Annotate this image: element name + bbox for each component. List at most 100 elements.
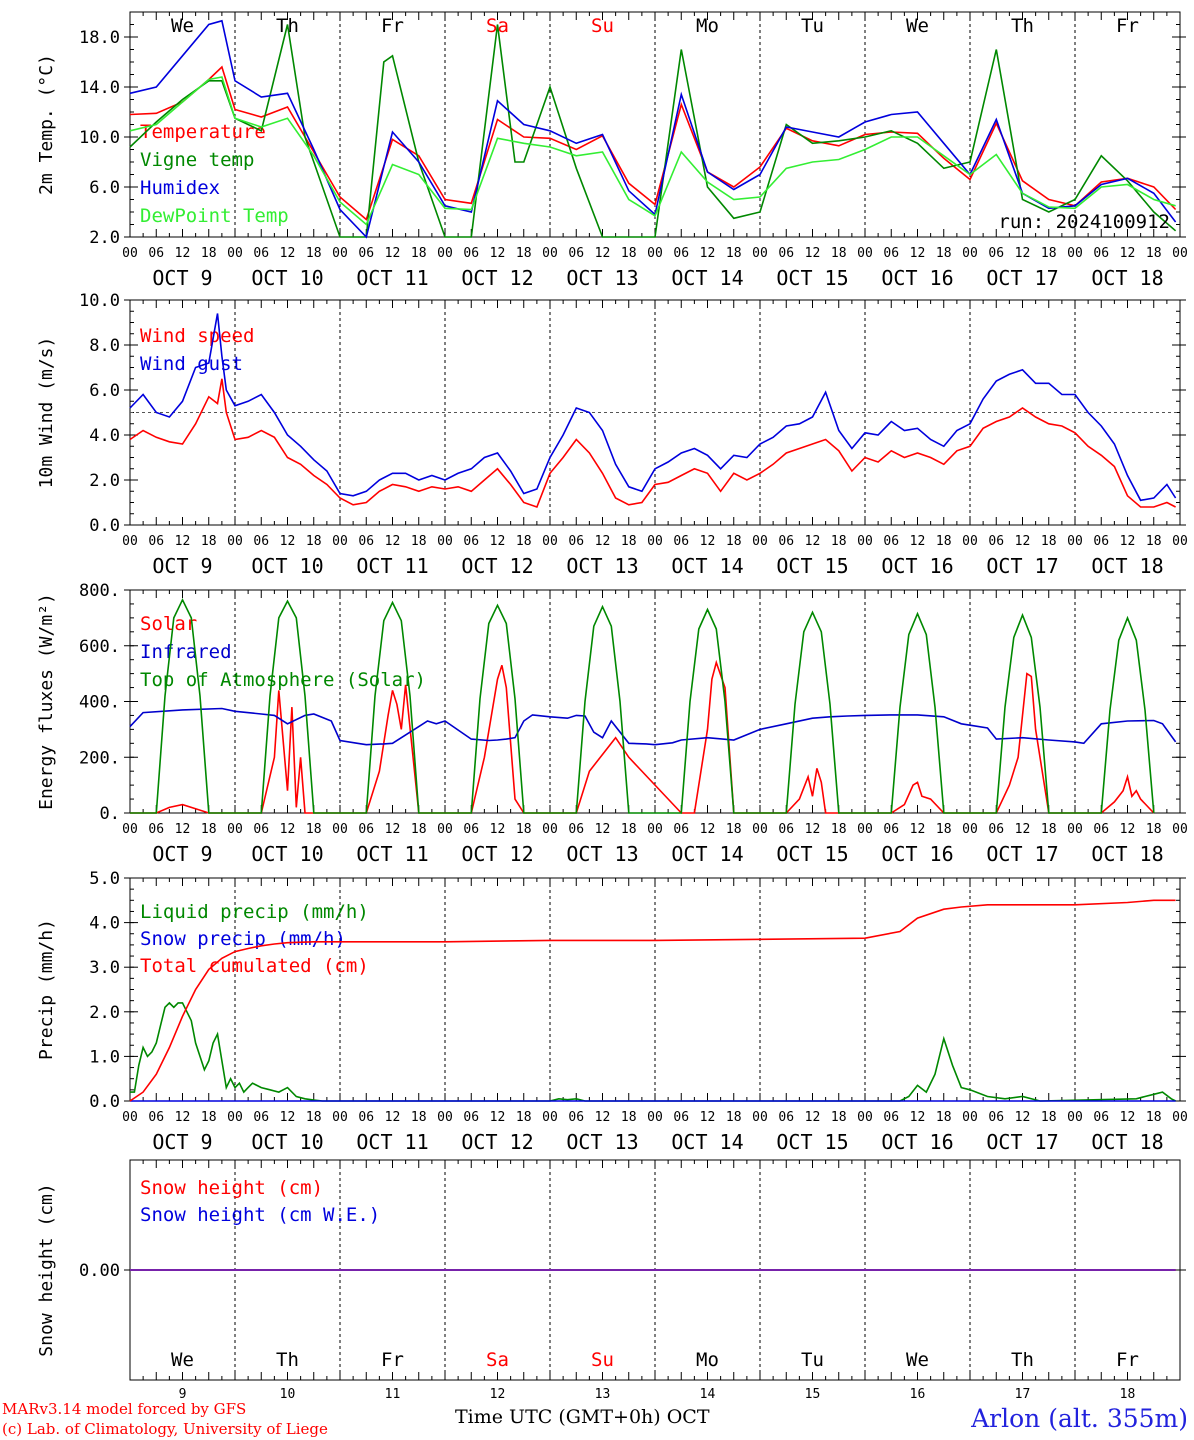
panel2-hour-tick-label: 06: [463, 534, 479, 549]
panel4-hour-tick-label: 12: [805, 1110, 821, 1125]
panel4-y-tick-label: 3.0: [89, 958, 120, 978]
panel3-hour-tick-label: 06: [778, 822, 794, 837]
panel1-day-abbrev: Fr: [1116, 15, 1139, 37]
panel2-date-label: OCT 18: [1091, 554, 1163, 578]
panel1-hour-tick-label: 18: [726, 246, 742, 261]
panel2-y-tick-label: 8.0: [89, 336, 120, 356]
panel4-date-label: OCT 18: [1091, 1130, 1163, 1154]
panel3-hour-tick-label: 18: [726, 822, 742, 837]
panel1-day-abbrev: Mo: [696, 15, 719, 37]
panel3-hour-tick-label: 12: [910, 822, 926, 837]
panel5-day-abbrev: Su: [591, 1349, 614, 1371]
panel3-y-tick-label: 400.: [79, 693, 120, 713]
panel2-hour-tick-label: 00: [122, 534, 138, 549]
panel2-series-wind-speed: [129, 378, 1176, 509]
panel2-hour-tick-label: 12: [805, 534, 821, 549]
panel3-hour-tick-label: 06: [358, 822, 374, 837]
panel2-date-label: OCT 12: [461, 554, 533, 578]
panel4-hour-tick-label: 00: [1172, 1110, 1188, 1125]
panel4-hour-tick-label: 12: [910, 1110, 926, 1125]
panel4-hour-tick-label: 12: [280, 1110, 296, 1125]
panel1-y-tick-label: 6.0: [89, 178, 120, 198]
panel5-day-abbrev: Th: [1011, 1349, 1034, 1371]
panel4-hour-tick-label: 06: [673, 1110, 689, 1125]
panel3-hour-tick-label: 12: [595, 822, 611, 837]
panel1-hour-tick-label: 06: [778, 246, 794, 261]
panel5-y-axis-title: Snow height (cm): [36, 1183, 57, 1356]
panel1-hour-tick-label: 18: [201, 246, 217, 261]
panel5-legend-snow-height-cm-: Snow height (cm): [140, 1177, 323, 1199]
panel5-day-number: 11: [385, 1387, 401, 1402]
panel2-hour-tick-label: 00: [647, 534, 663, 549]
panel1-y-tick-label: 18.0: [79, 28, 120, 48]
panel2-date-label: OCT 9: [152, 554, 212, 578]
panel1-day-abbrev: We: [906, 15, 929, 37]
panel1-hour-tick-label: 12: [490, 246, 506, 261]
panel1-y-tick-label: 10.0: [79, 128, 120, 148]
panel1-series-humidex: [129, 19, 1177, 239]
panel2-hour-tick-label: 12: [385, 534, 401, 549]
panel3-hour-tick-label: 18: [516, 822, 532, 837]
panel2-hour-tick-label: 06: [568, 534, 584, 549]
panel5-day-number: 13: [595, 1387, 611, 1402]
panel5-day-abbrev: Th: [276, 1349, 299, 1371]
panel4-hour-tick-label: 06: [358, 1110, 374, 1125]
panel4-hour-tick-label: 00: [1067, 1110, 1083, 1125]
panel1-hour-tick-label: 18: [1041, 246, 1057, 261]
panel1-hour-tick-label: 18: [411, 246, 427, 261]
panel1-y-axis-title: 2m Temp. (°C): [36, 54, 57, 195]
panel1-hour-tick-label: 18: [1146, 246, 1162, 261]
panel4-hour-tick-label: 00: [227, 1110, 243, 1125]
panel4-y-tick-label: 4.0: [89, 914, 120, 934]
panel3-date-label: OCT 14: [671, 842, 743, 866]
panel3-series-top-of-atmosphere-solar-: [130, 597, 1155, 814]
panel5-day-abbrev: Fr: [381, 1349, 404, 1371]
panel4-hour-tick-label: 06: [988, 1110, 1004, 1125]
panel1-hour-tick-label: 12: [700, 246, 716, 261]
panel4-hour-tick-label: 06: [253, 1110, 269, 1125]
panel5-day-abbrev: Tu: [801, 1349, 824, 1371]
panel3-hour-tick-label: 18: [621, 822, 637, 837]
panel3-date-label: OCT 13: [566, 842, 638, 866]
panel1-y-tick-label: 14.0: [79, 78, 120, 98]
panel2-y-tick-label: 4.0: [89, 426, 120, 446]
panel2-hour-tick-label: 12: [280, 534, 296, 549]
panel1-hour-tick-label: 00: [962, 246, 978, 261]
panel4-hour-tick-label: 12: [175, 1110, 191, 1125]
panel4-hour-tick-label: 18: [1041, 1110, 1057, 1125]
panel1-legend-humidex: Humidex: [140, 177, 220, 199]
panel5-day-abbrev: Mo: [696, 1349, 719, 1371]
panel3-hour-tick-label: 06: [988, 822, 1004, 837]
panel1-hour-tick-label: 06: [1093, 246, 1109, 261]
panel3-hour-tick-label: 18: [1041, 822, 1057, 837]
panel1-hour-tick-label: 18: [516, 246, 532, 261]
panel4-date-label: OCT 14: [671, 1130, 743, 1154]
panel4-hour-tick-label: 06: [463, 1110, 479, 1125]
panel4-hour-tick-label: 06: [883, 1110, 899, 1125]
panel3-hour-tick-label: 06: [883, 822, 899, 837]
panel3-hour-tick-label: 12: [175, 822, 191, 837]
panel2-hour-tick-label: 06: [883, 534, 899, 549]
panel2-date-label: OCT 16: [881, 554, 953, 578]
panel1-day-abbrev: Th: [276, 15, 299, 37]
panel4-date-label: OCT 12: [461, 1130, 533, 1154]
panel4-legend-snow-precip-mm-h-: Snow precip (mm/h): [140, 928, 346, 950]
panel3-legend-solar: Solar: [140, 613, 197, 635]
panel4-hour-tick-label: 06: [1093, 1110, 1109, 1125]
panel3-series-infrared: [129, 707, 1177, 746]
panel2-hour-tick-label: 00: [542, 534, 558, 549]
panel4-hour-tick-label: 18: [621, 1110, 637, 1125]
panel1-series-temperature: [129, 65, 1177, 221]
panel3-hour-tick-label: 12: [805, 822, 821, 837]
panel2-hour-tick-label: 06: [1093, 534, 1109, 549]
panel2-hour-tick-label: 18: [831, 534, 847, 549]
panel2-hour-tick-label: 00: [332, 534, 348, 549]
panel4-hour-tick-label: 18: [201, 1110, 217, 1125]
panel1-hour-tick-label: 06: [568, 246, 584, 261]
panel2-hour-tick-label: 12: [490, 534, 506, 549]
panel1-legend-vigne-temp: Vigne temp: [140, 149, 254, 171]
panel5-day-number: 14: [700, 1387, 716, 1402]
panel5-day-number: 17: [1015, 1387, 1031, 1402]
run-label: run: 2024100912: [998, 211, 1170, 233]
panel2-date-label: OCT 17: [986, 554, 1058, 578]
